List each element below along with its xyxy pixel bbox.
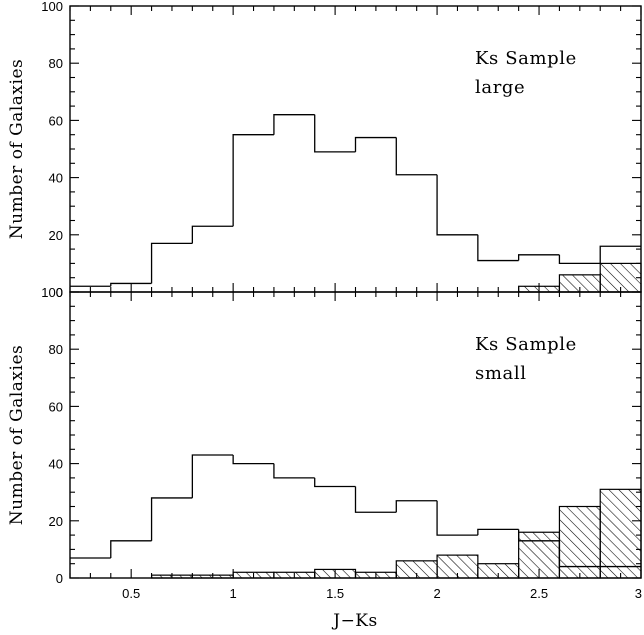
y-axis-label: Number of Galaxies <box>7 345 27 525</box>
histogram-step <box>437 175 478 235</box>
histogram-step <box>478 235 519 261</box>
y-tick-label: 60 <box>49 399 63 414</box>
hatched-bar <box>559 507 600 579</box>
histogram-step <box>233 135 274 227</box>
panel-label: large <box>475 77 525 98</box>
y-tick-label: 100 <box>41 285 63 300</box>
y-tick-label: 0 <box>56 571 63 586</box>
panel-label: small <box>475 363 527 384</box>
y-tick-label: 40 <box>49 457 63 472</box>
histogram-step <box>356 138 397 152</box>
histogram-step <box>356 486 397 512</box>
x-axis-label: J−Ks <box>331 611 377 631</box>
y-tick-label: 20 <box>49 514 63 529</box>
histogram-step <box>315 115 356 152</box>
y-tick-label: 40 <box>49 171 63 186</box>
y-tick-label: 100 <box>41 0 63 14</box>
x-tick-label: 3 <box>635 586 642 601</box>
y-tick-label: 80 <box>49 342 63 357</box>
histogram-step <box>152 243 193 283</box>
histogram-step <box>111 541 152 558</box>
x-tick-label: 0.5 <box>122 586 140 601</box>
histogram-step <box>437 501 478 535</box>
histogram-step <box>519 255 560 261</box>
histogram-step <box>396 138 437 175</box>
y-axis-label: Number of Galaxies <box>7 59 27 239</box>
histogram-step <box>274 464 315 478</box>
x-tick-label: 2.5 <box>530 586 548 601</box>
histogram-step <box>152 498 193 541</box>
histogram-step <box>600 246 641 263</box>
histogram-step <box>233 455 274 464</box>
x-tick-label: 1 <box>230 586 237 601</box>
hatched-bar <box>600 489 641 578</box>
panel-bottom: 0 20 40 60 80 100 0.5 1 1.5 2 2.5 3 Number of Galaxi… <box>7 285 642 631</box>
panel-label: Ks Sample <box>475 48 577 69</box>
histogram-step <box>192 455 233 498</box>
histogram-step <box>274 115 315 135</box>
y-tick-label: 80 <box>49 56 63 71</box>
histogram-step <box>478 529 519 535</box>
y-tick-label: 20 <box>49 228 63 243</box>
histogram-step <box>396 501 437 512</box>
y-tick-label: 60 <box>49 113 63 128</box>
histogram-step <box>315 478 356 487</box>
panel-label: Ks Sample <box>475 334 577 355</box>
histogram-step <box>559 255 600 264</box>
x-tick-label: 2 <box>433 586 440 601</box>
histogram-step <box>192 226 233 243</box>
x-tick-label: 1.5 <box>326 586 344 601</box>
